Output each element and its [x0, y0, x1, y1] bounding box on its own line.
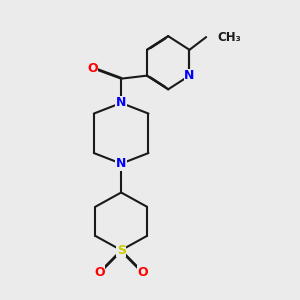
- Text: N: N: [116, 157, 126, 170]
- Text: CH₃: CH₃: [218, 31, 242, 44]
- Text: O: O: [138, 266, 148, 279]
- Text: N: N: [184, 69, 195, 82]
- Text: S: S: [117, 244, 126, 257]
- Text: O: O: [87, 61, 98, 74]
- Text: O: O: [94, 266, 105, 279]
- Text: N: N: [116, 96, 126, 110]
